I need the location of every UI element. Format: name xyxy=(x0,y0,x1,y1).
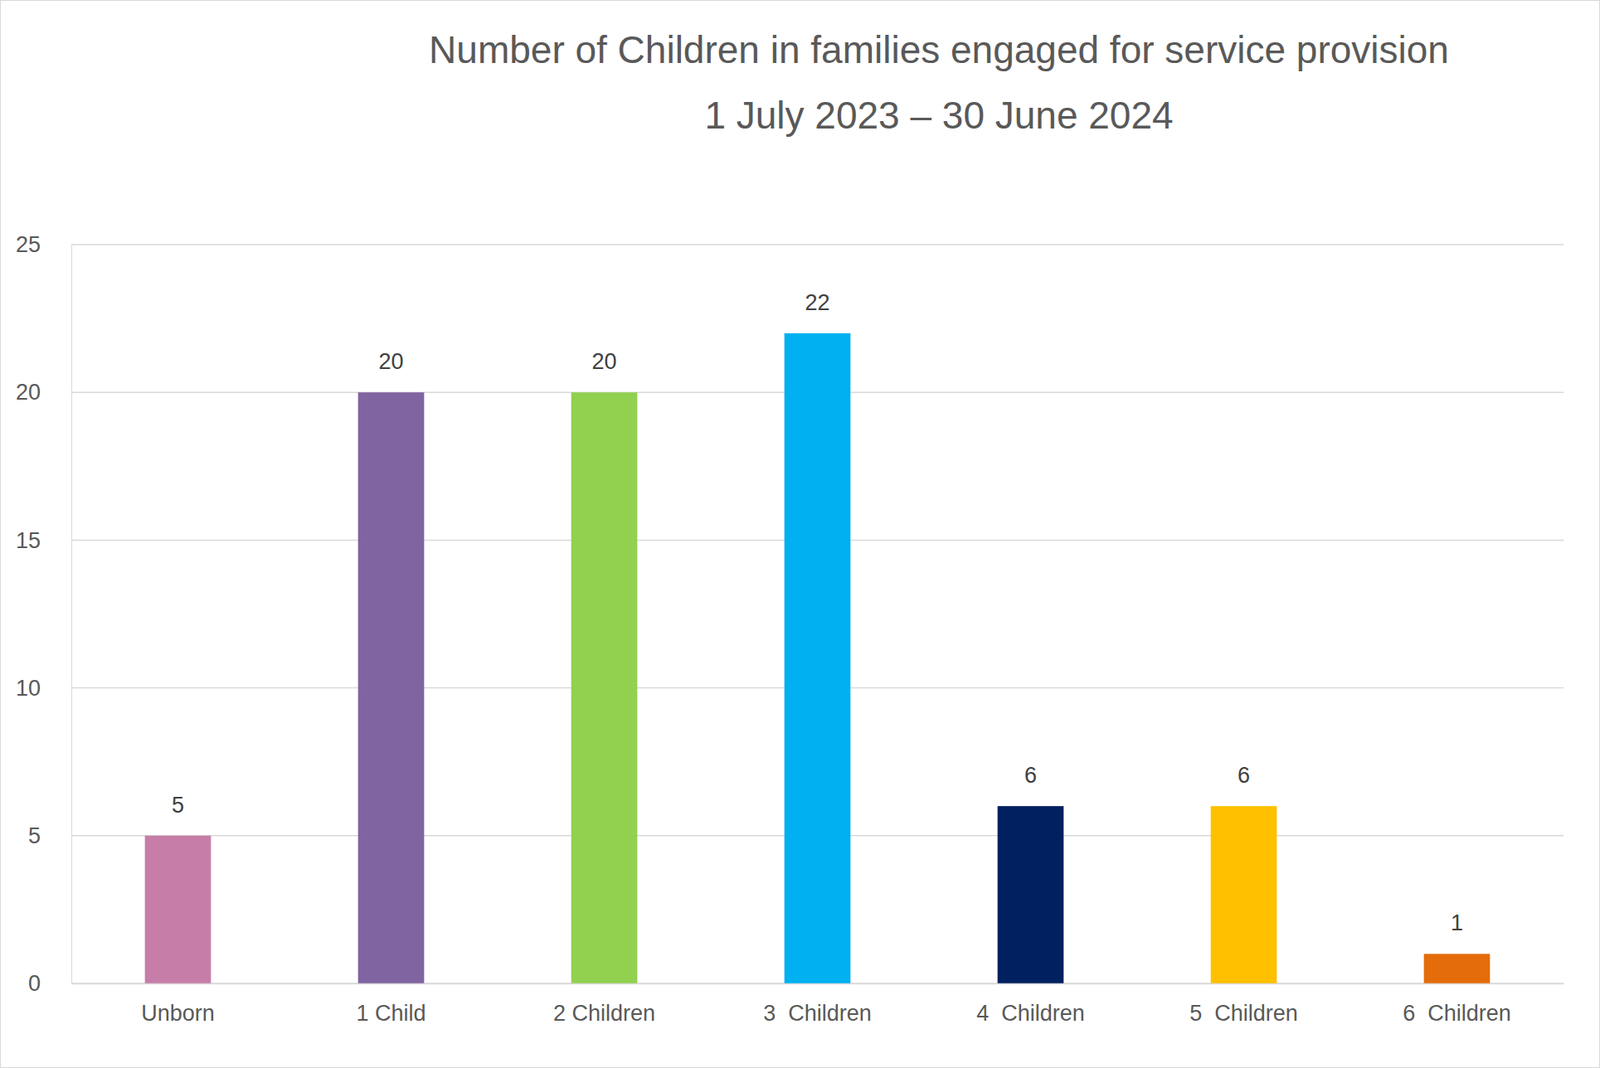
x-tick: 4 Children xyxy=(976,983,1085,1027)
grid-line xyxy=(71,243,1564,246)
y-tick-label: 10 xyxy=(15,675,41,701)
x-tick-label: 6 Children xyxy=(1402,1001,1512,1027)
x-tick-label: 2 Children xyxy=(553,1001,656,1027)
x-tick-label: 1 Child xyxy=(355,1001,426,1027)
data-label: 20 xyxy=(378,349,404,375)
data-label: 22 xyxy=(804,290,830,316)
y-tick: 0 xyxy=(28,971,72,997)
bar xyxy=(571,392,638,984)
x-tick-label: Unborn xyxy=(141,1001,215,1027)
x-tick-label: 5 Children xyxy=(1189,1001,1299,1027)
x-tick: 5 Children xyxy=(1189,983,1299,1027)
bar xyxy=(145,836,212,984)
x-tick: 1 Child xyxy=(355,983,426,1027)
title-line: Number of Children in families engaged f… xyxy=(428,28,1450,72)
chart-container: Number of Children in families engaged f… xyxy=(0,0,1600,1068)
y-tick: 10 xyxy=(15,675,72,701)
bar xyxy=(1424,953,1491,984)
x-tick-label: 3 Children xyxy=(763,1001,872,1027)
chart-subtitle: 1 July 2023 – 30 June 2024 xyxy=(704,93,1173,137)
data-label: 6 xyxy=(1237,763,1250,788)
bar xyxy=(358,392,425,984)
y-tick-label: 15 xyxy=(15,528,41,554)
data-label: 20 xyxy=(591,349,617,375)
y-tick: 15 xyxy=(15,528,72,554)
data-label: 6 xyxy=(1024,763,1037,788)
bars xyxy=(145,333,1491,984)
x-tick-label: 4 Children xyxy=(976,1001,1085,1027)
y-tick: 5 xyxy=(28,823,72,849)
y-axis: 0 5 10 15 20 25 xyxy=(15,232,73,997)
y-tick: 20 xyxy=(15,379,72,405)
grid xyxy=(71,244,1564,984)
x-tick: Unborn xyxy=(141,983,215,1027)
bar xyxy=(1210,806,1278,984)
data-label: 1 xyxy=(1450,910,1464,936)
y-axis-line xyxy=(71,245,73,985)
x-axis: Unborn 1 Child 2 Children 3 Children 4 Child… xyxy=(72,983,1565,1027)
y-tick: 25 xyxy=(15,232,72,258)
chart-title: Number of Children in families engaged f… xyxy=(428,28,1450,72)
chart-svg: Number of Children in families engaged f… xyxy=(0,0,1600,1068)
x-tick: 3 Children xyxy=(763,983,872,1027)
data-labels: 5 20 20 22 6 6 1 xyxy=(171,290,1464,936)
y-tick-label: 25 xyxy=(15,232,41,258)
x-axis-line xyxy=(72,983,1565,986)
y-tick-label: 0 xyxy=(28,971,41,997)
y-tick-label: 20 xyxy=(15,379,41,405)
y-tick-label: 5 xyxy=(28,823,41,849)
plot-area: 0510152025Unborn1 Child2 Children3 Child… xyxy=(15,232,1565,1027)
x-tick: 6 Children xyxy=(1402,983,1512,1027)
x-tick: 2 Children xyxy=(553,983,656,1027)
bar xyxy=(784,333,852,984)
bar xyxy=(997,806,1065,984)
data-label: 5 xyxy=(171,792,185,818)
chart-frame xyxy=(0,0,1600,1068)
